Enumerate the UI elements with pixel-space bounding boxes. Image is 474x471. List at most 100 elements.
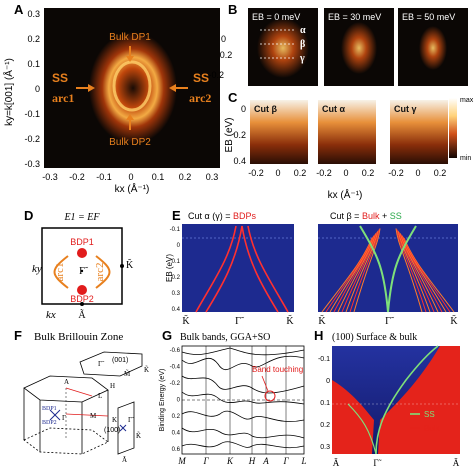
d-bdp1-label: BDP1: [70, 237, 94, 247]
g-xtick: Γ: [282, 456, 289, 466]
d-a-label: Ã: [78, 309, 86, 321]
cut-title: Cut γ: [394, 104, 417, 114]
panel-a: A Bulk DP1 Bulk DP2 SS arc1 SS arc2 0.30…: [2, 2, 220, 195]
f-point-label: K̃: [144, 366, 149, 374]
panel-e: E Cut α (γ) = BDPs Cut β = Bulk + SS EB …: [165, 208, 458, 327]
d-gamma-point: [80, 269, 84, 273]
y-tick-labels: 0.3 0.2 0.1 0 -0.1 -0.2 -0.3: [24, 9, 40, 169]
h-bulk-right: [378, 346, 460, 454]
d-arc1-label: arc1: [54, 263, 66, 282]
panel-letter: E: [172, 208, 181, 223]
bulk-band: [398, 231, 435, 313]
g-y-axis-label: Binding Energy (eV): [159, 369, 166, 432]
label-ss-right: SS: [193, 71, 209, 85]
f-point-label: BDP1: [42, 406, 57, 412]
c-xtick: 0: [343, 168, 348, 178]
h-bulk-left: [332, 380, 374, 454]
panel-letter: D: [24, 208, 33, 223]
f-face-001: (001): [112, 357, 128, 364]
panel-d: D E1 = EF BDP1 BDP2 arc1 arc2 Γ̃ K̃ Ã ky…: [24, 208, 134, 321]
bulk-band: [349, 229, 380, 313]
cut-label: β: [300, 39, 305, 50]
g-band: [181, 375, 305, 394]
e-left-calc: [182, 224, 294, 312]
f-point-label: Γ̃: [98, 360, 105, 368]
bulk-band: [396, 229, 427, 313]
e-right-title: Cut β = Bulk + SS: [330, 211, 402, 221]
g-band: [181, 347, 305, 356]
bulk-band: [333, 234, 376, 313]
h-ytick: 0: [326, 378, 330, 385]
g-band: [181, 391, 305, 405]
x-tick: -0.1: [96, 172, 112, 182]
bulk-band: [403, 237, 455, 313]
d-ky-label: ky: [32, 263, 42, 275]
g-ytick: -0.6: [170, 348, 181, 354]
e-left-band: [205, 225, 243, 313]
f-side-face: [117, 401, 135, 455]
fermi-surface-intensity: [89, 32, 177, 144]
h-legend-ss: SS: [424, 410, 435, 419]
e-xtick: K̃: [286, 314, 294, 327]
cut-label: γ: [299, 53, 305, 64]
cut-spectrum: [318, 100, 376, 164]
cut-label: α: [300, 25, 306, 36]
panel-g: G Bulk bands, GGA+SO Band touching Bindi…: [159, 328, 307, 466]
g-xtick: A: [262, 456, 269, 466]
e-y-axis-label: EB (eV): [165, 254, 174, 282]
panel-letter: C: [228, 90, 238, 105]
e-ytick: 0.2: [172, 275, 181, 281]
b-ytick-mid: 0: [221, 34, 226, 44]
f-point-label: Γ̃: [128, 416, 135, 424]
d-gamma-label: Γ̃: [79, 266, 89, 277]
f-title: Bulk Brillouin Zone: [34, 331, 123, 343]
d-arc2-curve: [95, 255, 111, 289]
bulk-band: [341, 231, 378, 313]
x-tick: -0.2: [69, 172, 85, 182]
y-tick: 0.3: [27, 9, 40, 19]
arrow-ss-left-head: [88, 84, 95, 92]
g-ytick: -0.2: [170, 381, 181, 387]
y-tick: 0.2: [27, 34, 40, 44]
c-xtick: -0.2: [316, 168, 332, 178]
y-tick: 0: [35, 84, 40, 94]
g-annotation: Band touching: [252, 365, 303, 374]
e-left-band: [195, 225, 237, 313]
f-point-label: M: [90, 412, 97, 420]
e-ytick: 0: [177, 243, 181, 249]
f-point-label: H: [110, 382, 115, 390]
h-legend-bulk: Bulk: [424, 424, 441, 433]
c-xtick: -0.2: [388, 168, 404, 178]
d-kx-label: kx: [46, 309, 56, 321]
bulk-band: [321, 237, 373, 313]
y-tick: -0.2: [24, 134, 40, 144]
g-ytick: 0.6: [172, 447, 181, 453]
bulk-band: [345, 230, 379, 313]
panel-b: B EB = 0 meV EB = 30 meV EB = 50 meV αβγ 0.…: [208, 2, 468, 86]
f-path: [65, 387, 93, 397]
x-tick: 0.1: [152, 172, 165, 182]
g-xtick: Γ: [202, 456, 209, 466]
bulk-band: [353, 228, 381, 313]
h-ss-branch: [347, 403, 377, 455]
d-bdp2-label: BDP2: [70, 294, 94, 304]
panel-letter: H: [314, 328, 323, 343]
panel-h: H (100) Surface & bulk SS Bulk -0.1 0 0.1 0…: [314, 328, 460, 468]
c-xtick: 0.2: [434, 168, 447, 178]
c-xtick: 0: [275, 168, 280, 178]
f-point-label: Γ: [62, 414, 66, 422]
g-xtick: H: [248, 456, 256, 466]
d-title: E1 = EF: [63, 212, 100, 223]
bulk-band: [401, 235, 447, 313]
panel-letter: A: [14, 2, 24, 17]
e-left-band: [247, 225, 289, 313]
h-xtick: Ã: [453, 458, 460, 468]
h-ytick: 0.1: [320, 400, 330, 407]
h-ss-branch: [375, 345, 439, 455]
e-left-band: [241, 225, 279, 313]
x-tick: 0: [128, 172, 133, 182]
g-annotation-arrow: [261, 375, 269, 392]
bulk-band: [337, 233, 377, 313]
f-surface-hexagon: [79, 351, 143, 377]
e-right-ss: [359, 225, 389, 313]
